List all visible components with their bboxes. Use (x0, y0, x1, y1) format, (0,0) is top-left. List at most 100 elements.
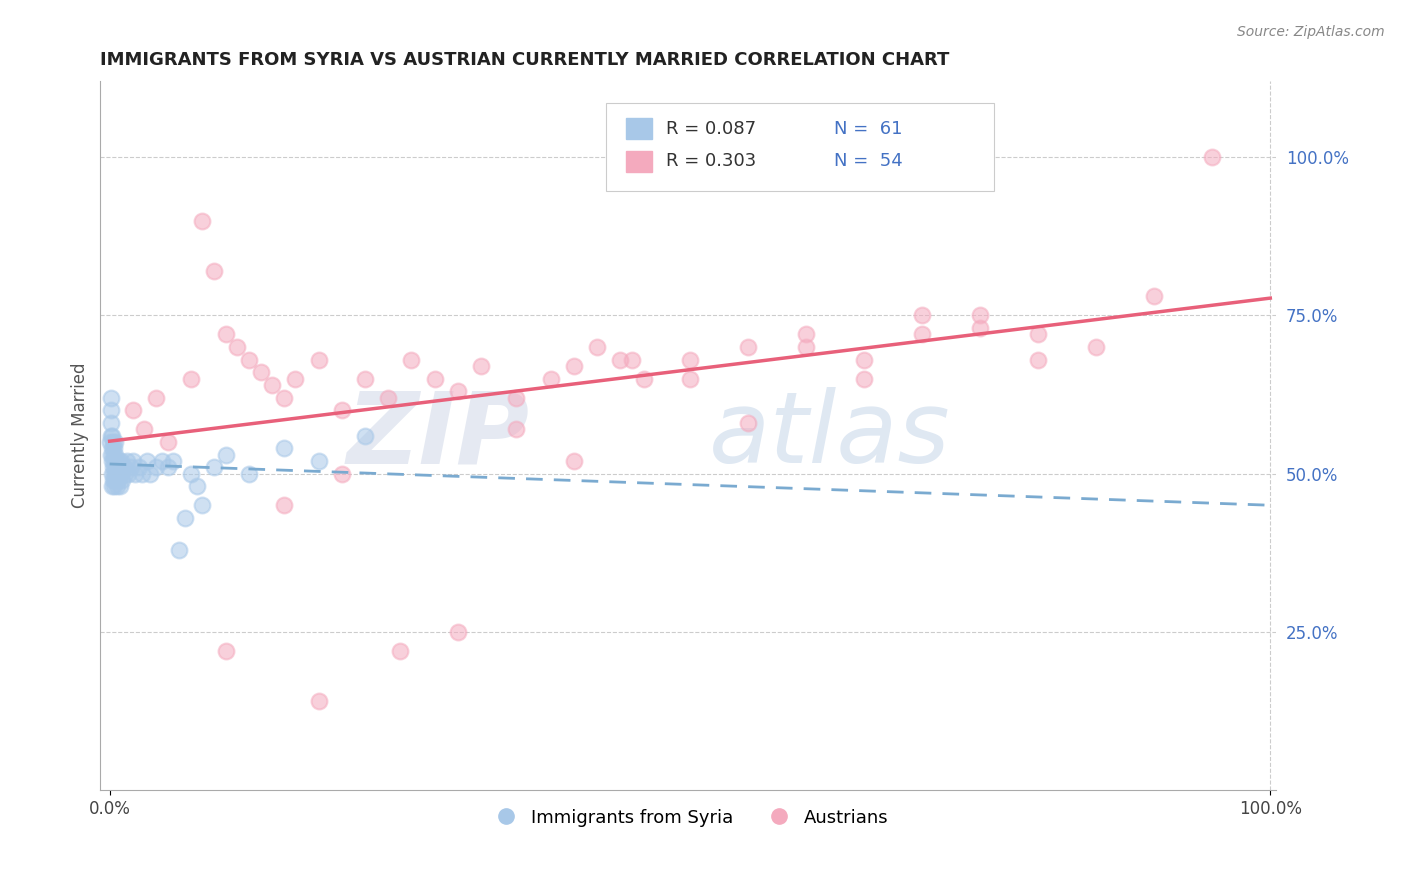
Text: R = 0.087: R = 0.087 (666, 120, 756, 138)
Point (186, 479, 208, 493)
Point (470, 359, 492, 373)
Text: IMMIGRANTS FROM SYRIA VS AUSTRIAN CURRENTLY MARRIED CORRELATION CHART: IMMIGRANTS FROM SYRIA VS AUSTRIAN CURREN… (100, 51, 949, 69)
Point (249, 365, 271, 379)
Point (145, 460, 167, 475)
Point (969, 309, 991, 323)
Point (238, 352, 260, 367)
Point (107, 460, 129, 475)
Point (115, 454, 138, 468)
Point (139, 467, 162, 481)
Point (104, 473, 127, 487)
Point (120, 460, 142, 475)
Point (911, 309, 934, 323)
Point (117, 467, 139, 481)
Point (162, 454, 184, 468)
Point (388, 644, 411, 658)
Point (853, 372, 876, 386)
FancyBboxPatch shape (626, 119, 652, 139)
Point (104, 460, 127, 475)
Point (101, 434, 124, 449)
Point (679, 352, 702, 367)
Point (202, 264, 225, 278)
Point (104, 448, 127, 462)
Point (215, 327, 238, 342)
Text: Source: ZipAtlas.com: Source: ZipAtlas.com (1237, 25, 1385, 39)
Text: R = 0.303: R = 0.303 (666, 153, 756, 170)
Point (121, 454, 143, 468)
Point (273, 391, 295, 405)
Point (135, 454, 157, 468)
Point (101, 442, 124, 456)
Point (112, 460, 135, 475)
Point (505, 422, 527, 436)
Point (262, 378, 284, 392)
Point (100, 391, 122, 405)
Point (737, 416, 759, 430)
Point (103, 467, 125, 481)
Point (562, 454, 585, 468)
Point (180, 467, 202, 481)
Point (505, 391, 527, 405)
Point (103, 479, 125, 493)
Point (226, 340, 249, 354)
Point (330, 467, 353, 481)
Point (110, 454, 132, 468)
Point (156, 434, 179, 449)
Point (101, 454, 124, 468)
Point (1201, 150, 1223, 164)
Point (100, 403, 122, 417)
Point (191, 213, 214, 227)
Point (100, 448, 122, 462)
Point (447, 384, 470, 399)
Point (101, 428, 124, 442)
Point (377, 391, 399, 405)
Point (100, 428, 122, 442)
Point (101, 479, 124, 493)
Point (308, 694, 330, 708)
Text: N =  54: N = 54 (834, 153, 903, 170)
Point (273, 498, 295, 512)
Text: N =  61: N = 61 (834, 120, 903, 138)
FancyBboxPatch shape (606, 103, 994, 191)
Y-axis label: Currently Married: Currently Married (72, 363, 89, 508)
Point (101, 473, 124, 487)
Point (794, 340, 817, 354)
Point (1026, 352, 1049, 367)
Point (620, 352, 643, 367)
Point (794, 327, 817, 342)
Point (101, 467, 124, 481)
Point (107, 473, 129, 487)
Point (679, 372, 702, 386)
Point (110, 467, 132, 481)
Point (1026, 327, 1049, 342)
Point (134, 422, 156, 436)
Point (911, 327, 934, 342)
Text: ZIP: ZIP (346, 387, 530, 484)
Point (108, 460, 131, 475)
Point (121, 403, 143, 417)
Point (108, 467, 131, 481)
Point (354, 428, 377, 442)
Point (633, 372, 655, 386)
Point (128, 460, 150, 475)
Point (180, 372, 202, 386)
Point (114, 467, 136, 481)
Point (238, 467, 260, 481)
Point (174, 511, 197, 525)
Point (308, 454, 330, 468)
Point (108, 454, 131, 468)
Point (124, 467, 146, 481)
Point (191, 498, 214, 512)
Point (108, 479, 131, 493)
Text: atlas: atlas (709, 387, 950, 484)
Point (150, 454, 173, 468)
Point (101, 448, 124, 462)
Point (202, 460, 225, 475)
Point (562, 359, 585, 373)
Point (103, 442, 125, 456)
Point (105, 467, 128, 481)
Point (354, 372, 377, 386)
Point (131, 467, 153, 481)
Point (1143, 289, 1166, 303)
Point (284, 372, 307, 386)
